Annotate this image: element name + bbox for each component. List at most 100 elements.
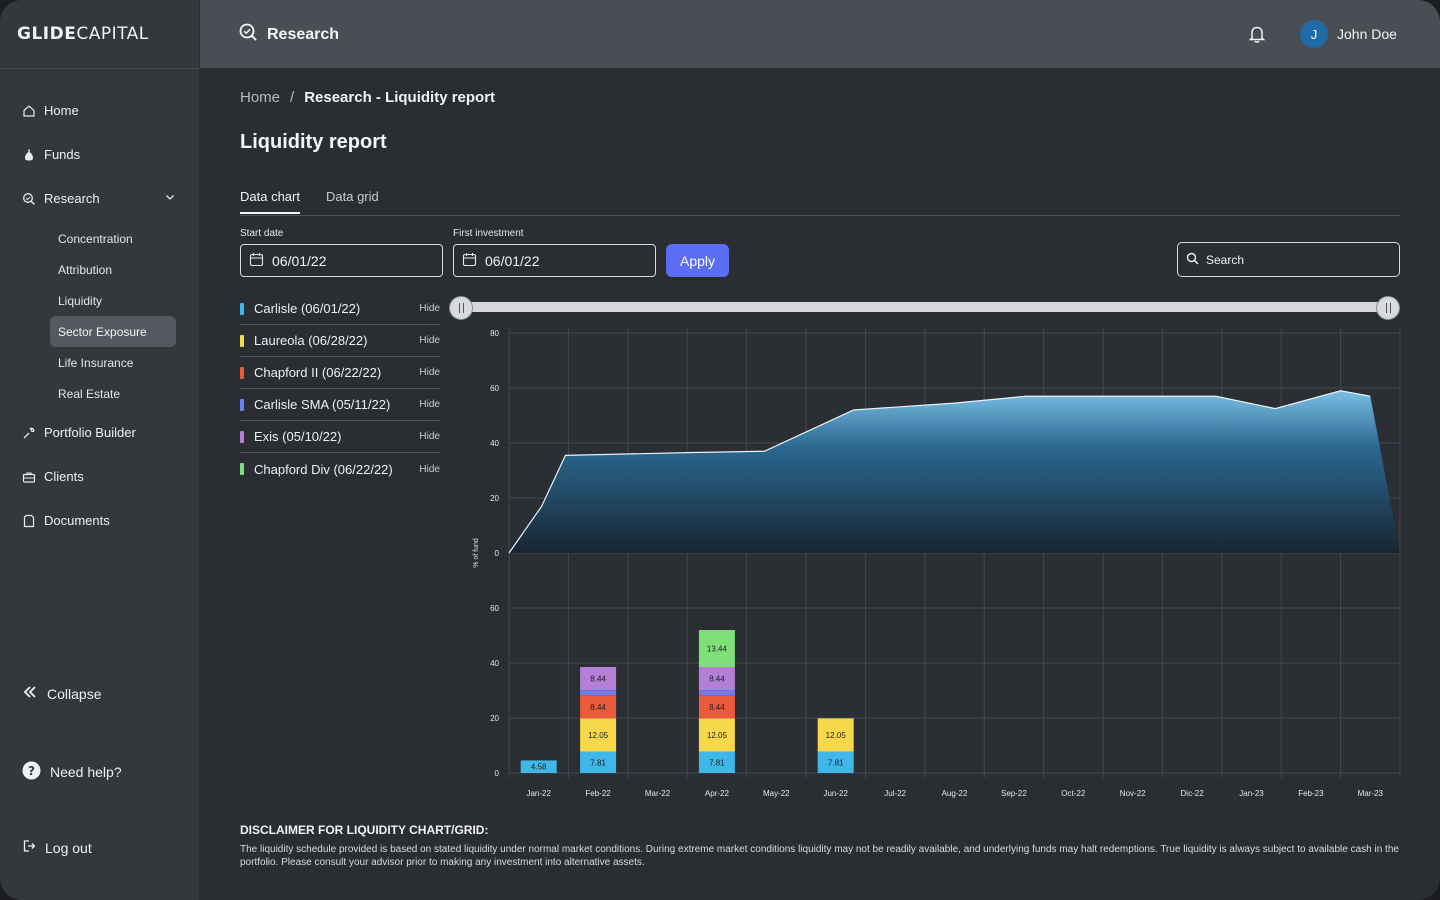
range-slider-start-handle[interactable]	[449, 296, 473, 320]
bar-value-label: 4.58	[531, 763, 547, 772]
bar-segment	[580, 751, 617, 773]
legend-item: Chapford II (06/22/22) Hide	[240, 357, 440, 389]
hide-series-button[interactable]: Hide	[419, 431, 440, 442]
y-tick-label: 40	[490, 439, 499, 448]
legend-item: Laureola (06/28/22) Hide	[240, 325, 440, 357]
wrench-icon	[22, 426, 36, 440]
svg-text:?: ?	[28, 764, 35, 778]
need-help-button[interactable]: ? Need help?	[22, 761, 122, 783]
grip-icon	[1385, 303, 1391, 313]
research-icon	[22, 192, 36, 206]
disclaimer-title: DISCLAIMER FOR LIQUIDITY CHART/GRID:	[240, 823, 489, 837]
hide-series-button[interactable]: Hide	[419, 303, 440, 314]
sidebar-item-portfolio-builder[interactable]: Portfolio Builder	[22, 425, 136, 440]
y-tick-label: 80	[490, 329, 499, 338]
user-menu[interactable]: J John Doe	[1300, 20, 1397, 48]
sidebar-subitem-real-estate[interactable]: Real Estate	[58, 386, 121, 401]
collapse-label: Collapse	[47, 685, 102, 702]
sidebar-item-label: Funds	[44, 147, 81, 162]
hide-series-button[interactable]: Hide	[419, 367, 440, 378]
need-help-label: Need help?	[50, 764, 122, 780]
sidebar-subitem-attribution[interactable]: Attribution	[58, 262, 113, 277]
x-tick-label: Oct-22	[1061, 789, 1086, 798]
legend-item: Carlisle (06/01/22) Hide	[240, 293, 440, 325]
search-icon	[1186, 252, 1199, 268]
logout-button[interactable]: Log out	[22, 839, 92, 856]
range-slider-end-handle[interactable]	[1376, 296, 1400, 320]
grip-icon	[458, 303, 464, 313]
money-bag-icon	[22, 148, 36, 162]
logout-icon	[22, 839, 36, 856]
first-investment-value: 06/01/22	[485, 252, 540, 269]
x-tick-label: Mar-23	[1358, 789, 1384, 798]
start-date-field[interactable]: 06/01/22	[240, 244, 443, 277]
y-tick-label: 60	[490, 384, 499, 393]
sidebar-item-clients[interactable]: Clients	[22, 469, 84, 484]
legend-swatch	[240, 366, 244, 379]
y-tick-label: 40	[490, 659, 499, 668]
date-range-slider-track[interactable]	[461, 302, 1388, 312]
sidebar-item-home[interactable]: Home	[22, 103, 79, 118]
research-icon	[238, 22, 258, 47]
sidebar-item-label: Research	[44, 191, 100, 206]
notifications-bell-icon[interactable]	[1247, 24, 1267, 49]
legend-label: Carlisle (06/01/22)	[254, 301, 361, 316]
chart-axes: 0 20 40 60 80 0 20 40 60 % of fund Jan-22 Feb-22 Mar…	[473, 329, 1384, 798]
sidebar-item-documents[interactable]: Documents	[22, 513, 110, 528]
tab-data-chart[interactable]: Data chart	[240, 189, 300, 214]
x-tick-label: Aug-22	[942, 789, 968, 798]
bar-segment	[520, 760, 557, 773]
x-tick-label: Feb-22	[585, 789, 611, 798]
tab-data-grid[interactable]: Data grid	[326, 189, 379, 204]
start-date-value: 06/01/22	[272, 252, 327, 269]
bar-value-label: 7.81	[709, 758, 725, 767]
sidebar-item-label: Clients	[44, 469, 84, 484]
sidebar-subitem-concentration[interactable]: Concentration	[58, 231, 133, 246]
bar-value-label: 13.44	[707, 645, 728, 654]
document-icon	[22, 514, 36, 528]
legend-item: Carlisle SMA (05/11/22) Hide	[240, 389, 440, 421]
home-icon	[22, 104, 36, 118]
bar-segment	[698, 695, 735, 719]
start-date-label: Start date	[240, 228, 284, 239]
legend-label: Exis (05/10/22)	[254, 429, 342, 444]
legend-swatch	[240, 398, 244, 411]
bar-value-label: 7.81	[828, 758, 844, 767]
sidebar-item-label: Portfolio Builder	[44, 425, 136, 440]
sidebar-subitem-life-insurance[interactable]: Life Insurance	[58, 355, 134, 370]
liquidity-area	[509, 390, 1400, 553]
legend-swatch	[240, 302, 244, 315]
y-tick-label: 0	[495, 549, 500, 558]
search-input[interactable]: Search	[1177, 242, 1400, 277]
top-header: Research J John Doe	[200, 0, 1440, 69]
chevron-down-icon[interactable]	[164, 191, 176, 206]
bar-value-label: 8.44	[590, 703, 606, 712]
sidebar-item-funds[interactable]: Funds	[22, 147, 80, 162]
bar-segment	[698, 690, 735, 696]
x-tick-label: Jun-22	[823, 789, 848, 798]
bar-segment	[698, 751, 735, 773]
brand-logo[interactable]: GLIDE CAPITAL	[17, 24, 149, 44]
sidebar-subitem-sector-exposure[interactable]: Sector Exposure	[50, 316, 176, 347]
breadcrumb-home-link[interactable]: Home	[240, 89, 281, 106]
view-tabs: Data chart Data grid	[240, 189, 1400, 216]
legend-swatch	[240, 334, 244, 347]
bar-value-label: 8.44	[709, 703, 725, 712]
liquidity-chart: 4.58 7.81 12.05 8.44 8.44 7.81 12.05 8.44 8.44 13…	[473, 328, 1401, 798]
first-investment-field[interactable]: 06/01/22	[453, 244, 656, 277]
hide-series-button[interactable]: Hide	[419, 399, 440, 410]
collapse-button[interactable]: Collapse	[22, 684, 101, 703]
sidebar-item-research[interactable]: Research	[22, 191, 174, 206]
bar-segment	[580, 667, 617, 691]
breadcrumb-current: Research - Liquidity report	[304, 89, 496, 106]
sidebar-subitem-liquidity[interactable]: Liquidity	[58, 293, 103, 308]
y-tick-label: 60	[490, 604, 499, 613]
apply-button[interactable]: Apply	[666, 244, 729, 277]
x-tick-label: Dic-22	[1181, 789, 1205, 798]
sidebar: GLIDE CAPITAL Home Funds Research Concent…	[0, 0, 200, 900]
legend-item: Exis (05/10/22) Hide	[240, 421, 440, 453]
logo-bar: GLIDE CAPITAL	[0, 0, 199, 69]
hide-series-button[interactable]: Hide	[419, 335, 440, 346]
hide-series-button[interactable]: Hide	[419, 463, 440, 475]
